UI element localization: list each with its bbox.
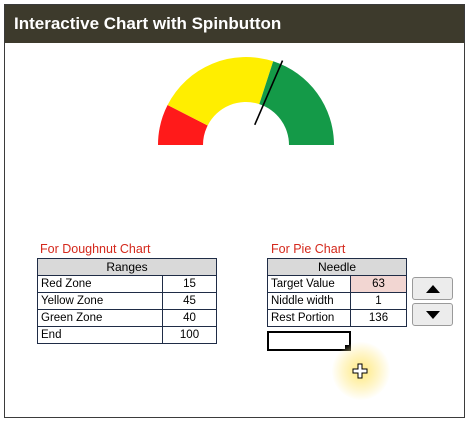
selected-cell[interactable] [267, 331, 351, 351]
table-row: Red Zone 15 [37, 275, 217, 293]
spin-down-button[interactable] [412, 303, 453, 326]
pie-caption: For Pie Chart [271, 242, 346, 256]
row-label[interactable]: Yellow Zone [37, 292, 163, 310]
table-row: Rest Portion 136 [267, 309, 407, 327]
table-row: Niddle width 1 [267, 292, 407, 310]
row-label[interactable]: Red Zone [37, 275, 163, 293]
table-row: Target Value 63 [267, 275, 407, 293]
row-value[interactable]: 100 [162, 326, 217, 344]
needle-header: Needle [267, 258, 407, 276]
gauge-zone-yellow-zone [167, 57, 274, 126]
row-value[interactable]: 45 [162, 292, 217, 310]
move-cursor-icon [352, 363, 368, 379]
page-title: Interactive Chart with Spinbutton [5, 5, 464, 43]
spin-up-button[interactable] [412, 277, 453, 300]
table-row: End 100 [37, 326, 217, 344]
row-value[interactable]: 15 [162, 275, 217, 293]
doughnut-caption: For Doughnut Chart [40, 242, 151, 256]
row-label[interactable]: End [37, 326, 163, 344]
row-value[interactable]: 1 [350, 292, 407, 310]
row-label[interactable]: Target Value [267, 275, 351, 293]
gauge-zone-red-zone [158, 105, 208, 145]
triangle-down-icon [425, 310, 440, 319]
table-row: Green Zone 40 [37, 309, 217, 327]
target-value-cell[interactable]: 63 [350, 275, 407, 293]
gauge-zone-green-zone [259, 61, 334, 146]
ranges-header: Ranges [37, 258, 217, 276]
gauge-needle [254, 60, 284, 126]
row-value[interactable]: 136 [350, 309, 407, 327]
row-label[interactable]: Niddle width [267, 292, 351, 310]
needle-table: Needle Target Value 63 Niddle width 1 Re… [267, 258, 407, 327]
table-row: Yellow Zone 45 [37, 292, 217, 310]
row-label[interactable]: Rest Portion [267, 309, 351, 327]
triangle-up-icon [425, 284, 440, 293]
ranges-table: Ranges Red Zone 15 Yellow Zone 45 Green … [37, 258, 217, 344]
row-label[interactable]: Green Zone [37, 309, 163, 327]
row-value[interactable]: 40 [162, 309, 217, 327]
